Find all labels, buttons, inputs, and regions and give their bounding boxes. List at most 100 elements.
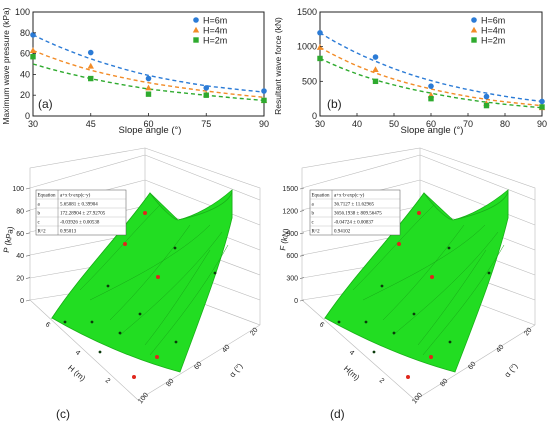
data-point <box>145 84 152 91</box>
z-tick-mark <box>299 187 305 190</box>
x-axis-label: Slope angle (°) <box>119 125 182 136</box>
measured-point <box>429 355 433 359</box>
equation-table-value: -0.04724 ± 0.00837 <box>334 221 374 226</box>
equation-table-value: 3656.1938 ± 809.56475 <box>334 212 382 217</box>
measured-point <box>364 320 368 324</box>
legend: H=6mH=4mH=2m <box>470 16 505 46</box>
fit-curve-h2m <box>319 57 543 109</box>
legend-marker <box>193 37 199 43</box>
panel-label: (b) <box>327 97 342 111</box>
z-tick-mark <box>25 277 31 279</box>
x-tick-label: 60 <box>143 119 153 129</box>
data-point <box>87 49 94 56</box>
x-tick-label: 6 <box>44 321 52 329</box>
equation-table-key: b <box>38 212 41 217</box>
equation-table-key: c <box>38 221 41 226</box>
measured-point <box>118 331 122 335</box>
y-axis-label: α (°) <box>228 361 245 379</box>
x-tick-label: 4 <box>74 349 82 357</box>
measured-point <box>213 271 217 275</box>
y-tick-label: 100 <box>411 392 424 406</box>
equation-table-value: 36.7127 ± 11.62965 <box>334 203 375 208</box>
equation-table-value: a+x·b·exp(c·y) <box>60 194 91 199</box>
y-tick-label: 60 <box>20 49 30 59</box>
z-tick-mark <box>25 187 31 190</box>
z-axis-label: F (kN) <box>278 228 291 252</box>
x-tick-label: 70 <box>463 119 473 129</box>
legend-label: H=6m <box>481 16 505 26</box>
legend-marker <box>192 26 200 33</box>
x-tick-label: 30 <box>315 119 325 129</box>
measured-point <box>447 246 451 250</box>
equation-table-key: b <box>312 212 315 217</box>
data-point <box>428 83 434 89</box>
z-tick-label: 300 <box>286 276 298 283</box>
y-tick-label: 80 <box>165 378 175 389</box>
measured-point <box>397 242 401 246</box>
fitted-surface-front <box>51 189 233 373</box>
z-tick-label: 600 <box>286 253 298 260</box>
x-tick-label: 30 <box>28 119 38 129</box>
x-tick-label: 6 <box>318 321 326 329</box>
z-tick-mark <box>299 299 305 302</box>
z-tick-label: 40 <box>16 253 24 260</box>
z-tick-mark <box>299 210 305 212</box>
surface-mesh <box>352 204 505 356</box>
z-tick-label: 20 <box>16 276 24 283</box>
measured-point <box>372 350 376 354</box>
measured-point <box>63 320 67 324</box>
measured-point <box>406 375 410 379</box>
fitted-surface-front <box>324 189 509 373</box>
fit-curve-h4m <box>32 49 265 98</box>
equation-table-frame <box>309 189 401 236</box>
data-point <box>317 55 323 62</box>
z-tick-label: 80 <box>16 208 24 215</box>
y-tick-label: 60 <box>467 361 477 372</box>
measured-point <box>155 355 159 359</box>
y-tick-label: 20 <box>249 327 259 338</box>
legend-marker <box>471 37 477 43</box>
y-axis-label: Maximum wave pressure (kPa) <box>1 7 11 124</box>
z-tick-mark <box>299 232 305 235</box>
equation-table-key: R^2 <box>38 230 47 235</box>
y-tick-label: 60 <box>193 361 203 372</box>
equation-table-key: a <box>312 203 315 208</box>
data-point <box>539 104 545 110</box>
measured-point <box>98 350 102 354</box>
y-tick-label: 100 <box>15 7 30 17</box>
measured-point <box>392 331 396 335</box>
data-point <box>29 47 37 53</box>
data-point <box>88 75 94 82</box>
z-tick-mark <box>25 210 31 212</box>
legend-marker <box>193 17 199 23</box>
data-point <box>372 78 379 85</box>
data-point <box>428 95 434 102</box>
panel-label: (d) <box>330 407 345 421</box>
measured-point <box>412 312 416 316</box>
legend-label: H=2m <box>481 36 505 46</box>
measured-point <box>138 312 142 316</box>
legend-label: H=4m <box>481 26 505 36</box>
data-point <box>317 30 323 36</box>
data-point <box>372 66 379 73</box>
data-point <box>539 98 545 105</box>
y-tick-label: 20 <box>523 327 533 338</box>
z-axis-label: P (kPa) <box>2 225 16 253</box>
fit-curve-h6m <box>32 34 265 93</box>
z-tick-label: 1500 <box>282 186 298 193</box>
data-point <box>203 85 210 91</box>
y-tick-label: 80 <box>439 378 449 389</box>
measured-point <box>123 242 127 246</box>
data-point <box>372 54 379 60</box>
equation-table: Equation a+x·b·exp(c·y) a 36.7127 ± 11.6296… <box>309 189 401 236</box>
legend: H=6mH=4mH=2m <box>192 16 227 46</box>
panel-label: (c) <box>56 407 70 421</box>
z-tick-label: 60 <box>16 231 24 238</box>
y-tick-label: 80 <box>20 28 30 38</box>
measured-point <box>143 211 147 215</box>
data-point <box>203 92 209 98</box>
measured-point <box>380 284 384 288</box>
x-tick-label: 75 <box>201 119 211 129</box>
